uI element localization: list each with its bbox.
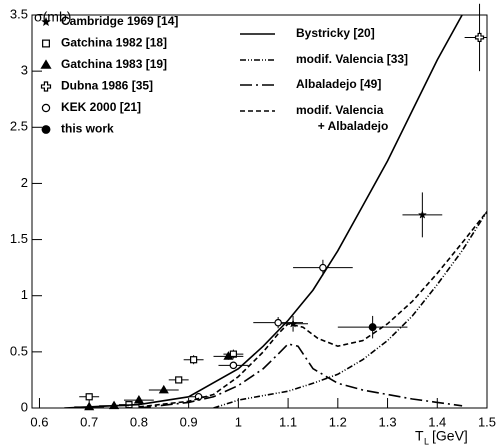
- marker-circle: [319, 263, 327, 272]
- legend-label: Bystricky [20]: [296, 26, 375, 40]
- y-tick-label: 1: [21, 287, 28, 302]
- x-tick-label: 1.1: [279, 414, 297, 429]
- legend-marker: [40, 81, 52, 92]
- y-tick-label: 0: [21, 399, 28, 414]
- legend-label: modif. Valencia [33]: [296, 52, 408, 66]
- marker-cross: [474, 32, 485, 43]
- legend-marker: [40, 59, 52, 69]
- marker-square: [85, 393, 93, 401]
- marker-square: [229, 350, 237, 358]
- legend-label: Cambridge 1969 [14]: [61, 14, 178, 28]
- x-tick-label: 1: [235, 414, 242, 429]
- x-tick-label: 0.7: [80, 414, 98, 429]
- x-tick-label: 1.2: [329, 414, 347, 429]
- x-tick-label: 1.4: [428, 414, 446, 429]
- x-tick-label: 0.9: [180, 414, 198, 429]
- y-tick-label: 0.5: [10, 343, 28, 358]
- marker-dot: [368, 323, 377, 332]
- legend-label: KEK 2000 [21]: [61, 100, 141, 114]
- x-axis-label-unit: [GeV]: [432, 428, 468, 444]
- marker-star: [417, 210, 427, 219]
- marker-square: [190, 356, 198, 364]
- marker-triangle: [158, 384, 169, 394]
- x-axis-label-sub: L: [424, 436, 429, 446]
- x-tick-label: 1.3: [379, 414, 397, 429]
- legend-label: + Albaladejo: [318, 119, 389, 133]
- curve: [138, 343, 463, 408]
- x-axis-label: T: [415, 428, 424, 444]
- marker-triangle: [223, 351, 234, 360]
- marker-circle: [229, 361, 238, 370]
- legend-marker: [40, 16, 52, 27]
- curve: [138, 211, 487, 408]
- curve: [64, 15, 463, 408]
- legend-label: modif. Valencia: [296, 103, 384, 117]
- legend-label: Albaladejo [49]: [296, 77, 381, 91]
- legend-label: Gatchina 1983 [19]: [61, 57, 167, 71]
- x-tick-label: 0.6: [30, 414, 48, 429]
- y-tick-label: 2: [21, 175, 28, 190]
- y-tick-label: 1.5: [10, 231, 28, 246]
- legend-marker: [41, 125, 51, 134]
- legend-label: Gatchina 1982 [18]: [61, 36, 167, 50]
- legend-label: this work: [61, 122, 114, 136]
- marker-triangle: [133, 394, 144, 404]
- marker-square: [175, 376, 183, 384]
- x-tick-label: 1.5: [478, 414, 496, 429]
- curve: [213, 211, 487, 408]
- x-tick-label: 0.8: [130, 414, 148, 429]
- legend-label: Dubna 1986 [35]: [61, 79, 153, 93]
- marker-circle: [274, 318, 282, 327]
- y-tick-label: 3.5: [10, 6, 28, 21]
- legend-marker: [41, 103, 51, 113]
- y-tick-label: 3: [21, 63, 28, 78]
- legend-marker: [42, 39, 50, 48]
- y-tick-label: 2.5: [10, 119, 28, 134]
